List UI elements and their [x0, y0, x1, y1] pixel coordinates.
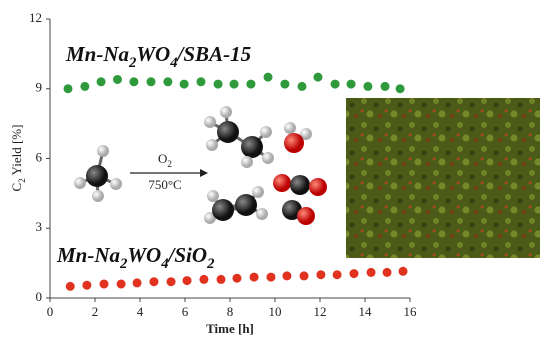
data-point — [250, 273, 259, 282]
data-point — [80, 82, 89, 91]
y-axis-label: C2 Yield [%] — [9, 125, 27, 192]
data-point — [300, 271, 309, 280]
chart: C2 Yield [%] Time [h] 0 3 6 9 12 0 2 4 6 8 10 12 14 1… — [0, 0, 540, 339]
data-point — [167, 277, 176, 286]
data-point — [246, 80, 255, 89]
data-point — [183, 276, 192, 285]
x-tick-label: 10 — [269, 304, 282, 319]
y-tick-label: 3 — [36, 219, 43, 234]
data-point — [333, 270, 342, 279]
data-point — [367, 268, 376, 277]
data-point — [399, 267, 408, 276]
data-point — [66, 282, 75, 291]
data-point — [230, 80, 239, 89]
data-point — [232, 274, 241, 283]
reaction-scheme — [74, 106, 327, 225]
data-point — [363, 82, 372, 91]
data-point — [133, 278, 142, 287]
data-point — [217, 275, 226, 284]
data-point — [97, 77, 106, 86]
data-point — [64, 84, 73, 93]
data-point — [280, 80, 289, 89]
data-point — [113, 75, 122, 84]
data-point — [313, 73, 322, 82]
x-tick-label: 2 — [92, 304, 99, 319]
x-tick-label: 6 — [182, 304, 189, 319]
y-tick-label: 6 — [36, 149, 43, 164]
series-label: Mn-Na2WO4/SBA-15 — [65, 42, 251, 72]
data-point — [214, 80, 223, 89]
x-tick-label: 16 — [404, 304, 418, 319]
x-tick-label: 8 — [227, 304, 234, 319]
data-point — [383, 268, 392, 277]
data-point — [349, 269, 358, 278]
data-point — [347, 80, 356, 89]
x-tick-label: 14 — [359, 304, 373, 319]
x-tick-label: 4 — [137, 304, 144, 319]
data-point — [282, 271, 291, 280]
data-point — [180, 80, 189, 89]
data-point — [396, 84, 405, 93]
reaction-temperature: 750°C — [148, 177, 181, 192]
x-tick-label: 12 — [314, 304, 327, 319]
data-point — [100, 280, 109, 289]
y-tick-label: 9 — [36, 80, 43, 95]
data-point — [381, 82, 390, 91]
data-point — [163, 77, 172, 86]
data-point — [331, 80, 340, 89]
x-tick-label: 0 — [47, 304, 54, 319]
data-point — [129, 77, 138, 86]
data-point — [82, 281, 91, 290]
data-point — [117, 280, 126, 289]
data-point — [147, 77, 156, 86]
y-tick-label: 12 — [29, 10, 42, 25]
data-point — [199, 275, 208, 284]
reaction-reagent: O2 — [158, 151, 172, 169]
data-point — [266, 273, 275, 282]
data-point — [264, 73, 273, 82]
data-point — [316, 270, 325, 279]
micrograph-shade — [346, 98, 540, 258]
y-tick-label: 0 — [36, 289, 43, 304]
data-point — [298, 82, 307, 91]
x-axis-label: Time [h] — [206, 321, 254, 336]
series-label: Mn-Na2WO4/SiO2 — [56, 243, 214, 273]
data-point — [196, 77, 205, 86]
data-point — [149, 277, 158, 286]
